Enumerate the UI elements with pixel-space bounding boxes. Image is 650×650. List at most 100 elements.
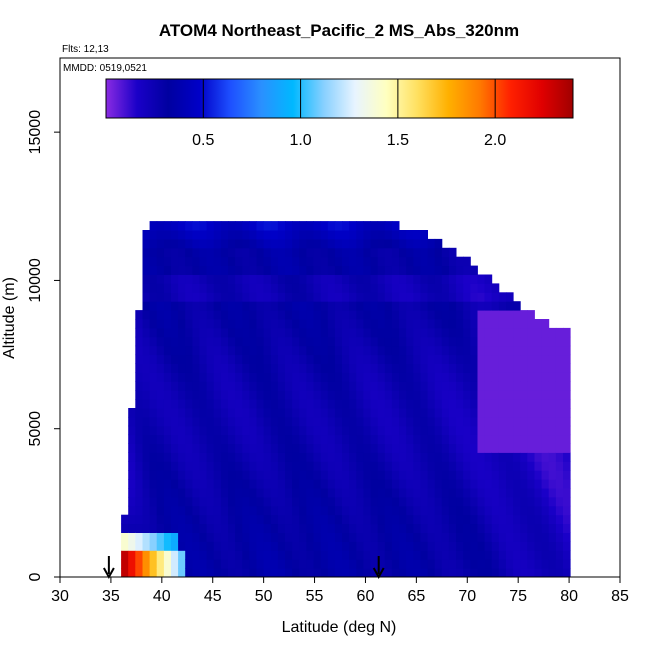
heatmap-cell bbox=[441, 488, 450, 498]
heatmap-cell bbox=[527, 416, 535, 427]
heatmap-cell bbox=[249, 550, 257, 560]
heatmap-cell bbox=[491, 496, 500, 507]
heatmap-cell bbox=[370, 479, 379, 489]
heatmap-cell bbox=[213, 381, 222, 391]
heatmap-cell bbox=[327, 292, 336, 302]
heatmap-cell bbox=[513, 399, 521, 409]
heatmap-cell bbox=[448, 319, 457, 329]
heatmap-cell bbox=[320, 301, 329, 311]
heatmap-cell bbox=[270, 238, 279, 249]
heatmap-cell bbox=[406, 390, 414, 400]
heatmap-cell bbox=[384, 265, 393, 275]
heatmap-cell bbox=[228, 488, 236, 498]
heatmap-cell bbox=[327, 408, 336, 418]
heatmap-cell bbox=[142, 230, 151, 240]
heatmap-cell bbox=[555, 390, 564, 400]
heatmap-cell bbox=[441, 550, 450, 560]
heatmap-cell bbox=[306, 230, 314, 240]
heatmap-cell bbox=[299, 532, 307, 542]
heatmap-cell bbox=[327, 247, 336, 258]
heatmap-cell bbox=[548, 416, 557, 427]
heatmap-cell bbox=[185, 416, 193, 427]
heatmap-cell bbox=[313, 310, 322, 320]
heatmap-cell bbox=[299, 319, 307, 329]
heatmap-cell bbox=[256, 514, 265, 525]
heatmap-cell bbox=[377, 470, 386, 480]
heatmap-cell bbox=[470, 470, 478, 480]
heatmap-cell bbox=[370, 559, 379, 569]
heatmap-cell bbox=[206, 416, 215, 427]
heatmap-cell bbox=[342, 230, 350, 240]
heatmap-cell bbox=[434, 399, 443, 409]
heatmap-cell bbox=[491, 319, 500, 329]
heatmap-cell bbox=[434, 354, 443, 364]
heatmap-cell bbox=[463, 550, 471, 560]
heatmap-cell bbox=[434, 568, 443, 577]
heatmap-cell bbox=[334, 247, 343, 258]
heatmap-cell bbox=[399, 292, 407, 302]
heatmap-cell bbox=[498, 425, 507, 436]
heatmap-cell bbox=[171, 523, 179, 533]
heatmap-cell bbox=[263, 399, 272, 409]
heatmap-cell bbox=[128, 479, 136, 489]
heatmap-cell bbox=[498, 479, 507, 489]
heatmap-cell bbox=[420, 390, 428, 400]
heatmap-cell bbox=[242, 301, 250, 311]
heatmap-cell bbox=[363, 301, 371, 311]
heatmap-cell bbox=[263, 336, 272, 347]
heatmap-cell bbox=[263, 319, 272, 329]
heatmap-cell bbox=[128, 443, 136, 453]
heatmap-cell bbox=[192, 399, 200, 409]
heatmap-cell bbox=[506, 390, 514, 400]
heatmap-cell bbox=[235, 470, 243, 480]
heatmap-cell bbox=[171, 425, 179, 436]
heatmap-cell bbox=[349, 256, 357, 267]
heatmap-cell bbox=[178, 372, 186, 382]
heatmap-cell bbox=[249, 496, 257, 507]
heatmap-cell bbox=[527, 425, 535, 436]
heatmap-cell bbox=[420, 381, 428, 391]
heatmap-cell bbox=[178, 345, 186, 356]
heatmap-cell bbox=[228, 461, 236, 471]
heatmap-cell bbox=[399, 247, 407, 258]
heatmap-cell bbox=[448, 505, 457, 516]
heatmap-cell bbox=[263, 283, 272, 293]
heatmap-cell bbox=[513, 532, 521, 542]
heatmap-cell bbox=[327, 381, 336, 391]
heatmap-cell bbox=[213, 496, 222, 507]
heatmap-cell bbox=[142, 390, 151, 400]
y-axis-label: Altitude (m) bbox=[1, 277, 18, 359]
heatmap-cell bbox=[206, 345, 215, 356]
heatmap-cell bbox=[235, 399, 243, 409]
heatmap-cell bbox=[477, 461, 486, 471]
heatmap-cell bbox=[534, 523, 543, 533]
heatmap-cell bbox=[213, 568, 222, 577]
heatmap-cell bbox=[548, 363, 557, 373]
heatmap-cell bbox=[228, 345, 236, 356]
heatmap-cell bbox=[477, 301, 486, 311]
heatmap-cell bbox=[242, 247, 250, 258]
heatmap-cell bbox=[498, 505, 507, 516]
heatmap-cell bbox=[420, 256, 428, 267]
heatmap-cell bbox=[534, 452, 543, 462]
heatmap-cell bbox=[520, 363, 528, 373]
heatmap-cell bbox=[270, 221, 279, 231]
heatmap-cell bbox=[334, 514, 343, 525]
heatmap-cell bbox=[342, 354, 350, 364]
heatmap-cell bbox=[199, 514, 208, 525]
heatmap-cell bbox=[413, 550, 421, 560]
heatmap-cell bbox=[349, 372, 357, 382]
heatmap-cell bbox=[185, 221, 193, 231]
heatmap-cell bbox=[306, 238, 314, 249]
heatmap-cell bbox=[513, 416, 521, 427]
heatmap-cell bbox=[334, 505, 343, 516]
heatmap-cell bbox=[142, 470, 151, 480]
heatmap-cell bbox=[220, 310, 229, 320]
heatmap-cell bbox=[399, 505, 407, 516]
heatmap-cell bbox=[356, 319, 364, 329]
heatmap-cell bbox=[334, 336, 343, 347]
heatmap-cell bbox=[192, 568, 200, 577]
heatmap-cell bbox=[520, 425, 528, 436]
heatmap-cell bbox=[320, 265, 329, 275]
heatmap-cell bbox=[491, 390, 500, 400]
